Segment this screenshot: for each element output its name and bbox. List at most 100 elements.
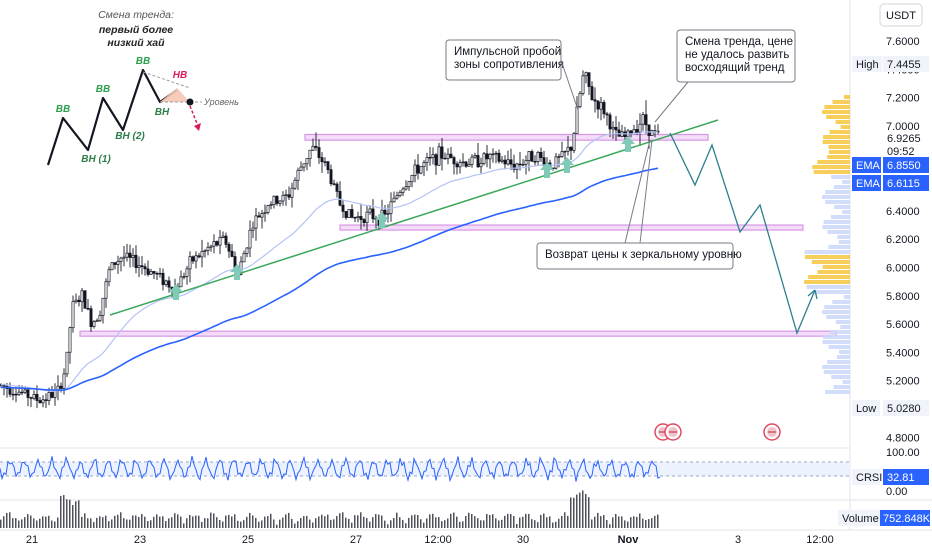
inset-wave-label: BB bbox=[136, 56, 150, 67]
candle bbox=[95, 318, 99, 323]
event-flag-icon[interactable] bbox=[664, 423, 682, 441]
volume-profile-bar bbox=[832, 300, 850, 304]
volume-profile-bar bbox=[828, 345, 850, 349]
volume-bar bbox=[489, 514, 491, 528]
candle bbox=[71, 295, 75, 333]
price-axis[interactable]: 7.60007.40007.20007.00006.80006.60006.40… bbox=[886, 36, 920, 444]
candle bbox=[299, 161, 303, 171]
volume-bar bbox=[495, 518, 497, 528]
candle bbox=[512, 154, 516, 173]
volume-bar bbox=[339, 513, 341, 528]
volume-bar bbox=[51, 520, 53, 528]
volume-bar bbox=[441, 521, 443, 528]
x-tick-label: 27 bbox=[350, 534, 362, 546]
candle bbox=[272, 195, 276, 209]
volume-bar bbox=[270, 513, 272, 528]
ema-slow-line bbox=[1, 167, 659, 391]
volume-bar bbox=[6, 512, 8, 528]
volume-profile-bar bbox=[840, 325, 850, 329]
volume-bar bbox=[183, 523, 185, 528]
ema-label: EMA bbox=[856, 178, 881, 190]
volume-bar bbox=[246, 516, 248, 528]
candle bbox=[419, 166, 423, 175]
ema-label-bg bbox=[852, 175, 881, 191]
volume-bar bbox=[201, 521, 203, 528]
volume-bar bbox=[342, 512, 344, 528]
event-flag-icon[interactable] bbox=[763, 423, 781, 441]
event-icons[interactable] bbox=[654, 423, 781, 441]
volume-profile-bar bbox=[827, 360, 850, 364]
volume-bar bbox=[99, 516, 101, 528]
volume-profile-bar bbox=[842, 210, 850, 214]
candle bbox=[650, 129, 654, 136]
volume-bar bbox=[111, 519, 113, 528]
volume-bar bbox=[372, 517, 374, 528]
y-tick-label: 6.4000 bbox=[886, 206, 920, 218]
volume-bar bbox=[177, 514, 179, 528]
volume-bar bbox=[36, 520, 38, 528]
time-axis[interactable]: 21 23 25 27 12:00 30 Nov 3 12:00 bbox=[26, 534, 834, 546]
volume-profile-bar bbox=[824, 305, 850, 309]
x-tick-label: 12:00 bbox=[424, 534, 452, 546]
candle bbox=[587, 72, 591, 95]
inset-level-dot bbox=[186, 98, 194, 106]
x-tick-label: 21 bbox=[26, 534, 38, 546]
volume-value: 752.848K bbox=[883, 513, 931, 525]
volume-bar bbox=[417, 514, 419, 528]
candle bbox=[143, 263, 147, 276]
volume-bar bbox=[474, 516, 476, 528]
volume-bar bbox=[297, 521, 299, 528]
candle bbox=[320, 152, 324, 173]
candle bbox=[11, 387, 15, 401]
high-value: 7.4455 bbox=[887, 59, 921, 71]
candle bbox=[443, 152, 447, 160]
volume-bar bbox=[216, 517, 218, 528]
y-tick-label: 6.0000 bbox=[886, 263, 920, 275]
volume-profile-bar bbox=[822, 140, 850, 144]
candle bbox=[470, 154, 474, 168]
candle bbox=[164, 279, 168, 287]
volume-bar bbox=[531, 519, 533, 528]
candles-layer[interactable] bbox=[0, 70, 660, 409]
volume-profile-bar bbox=[825, 390, 850, 394]
candle bbox=[314, 132, 318, 151]
candle bbox=[167, 276, 171, 293]
volume-bar bbox=[405, 523, 407, 528]
candle bbox=[50, 385, 54, 399]
candle bbox=[92, 320, 96, 329]
candle bbox=[590, 81, 594, 101]
x-tick-label: 30 bbox=[517, 534, 529, 546]
volume-bar bbox=[234, 514, 236, 528]
volume-bar bbox=[42, 516, 44, 528]
crsi-label: CRSI bbox=[856, 472, 882, 484]
candle bbox=[149, 268, 153, 275]
candle bbox=[437, 142, 441, 167]
currency-badge[interactable] bbox=[879, 3, 923, 27]
volume-profile-bar bbox=[825, 200, 850, 204]
candle bbox=[182, 272, 186, 280]
inset-down-arrow-icon bbox=[189, 105, 199, 127]
candle bbox=[527, 151, 531, 172]
candle bbox=[137, 256, 141, 278]
candle bbox=[269, 201, 273, 210]
candle bbox=[185, 265, 189, 285]
volume-bar bbox=[165, 520, 167, 528]
volume-bar bbox=[24, 517, 26, 528]
volume-bar bbox=[45, 516, 47, 528]
candle bbox=[242, 250, 246, 263]
candle bbox=[557, 153, 561, 168]
annotation-text-line: Смена тренда, цене bbox=[685, 36, 793, 48]
candle bbox=[38, 397, 42, 404]
volume-bar bbox=[576, 494, 578, 528]
volume-bar bbox=[513, 515, 515, 528]
inset-arrowhead-icon bbox=[194, 123, 201, 131]
candle bbox=[152, 270, 156, 280]
volume-label: Volume bbox=[842, 513, 879, 525]
candle bbox=[425, 152, 429, 171]
candle bbox=[602, 100, 606, 119]
candle bbox=[578, 90, 582, 109]
volume-profile-bar bbox=[833, 385, 850, 389]
volume-bar bbox=[546, 517, 548, 528]
